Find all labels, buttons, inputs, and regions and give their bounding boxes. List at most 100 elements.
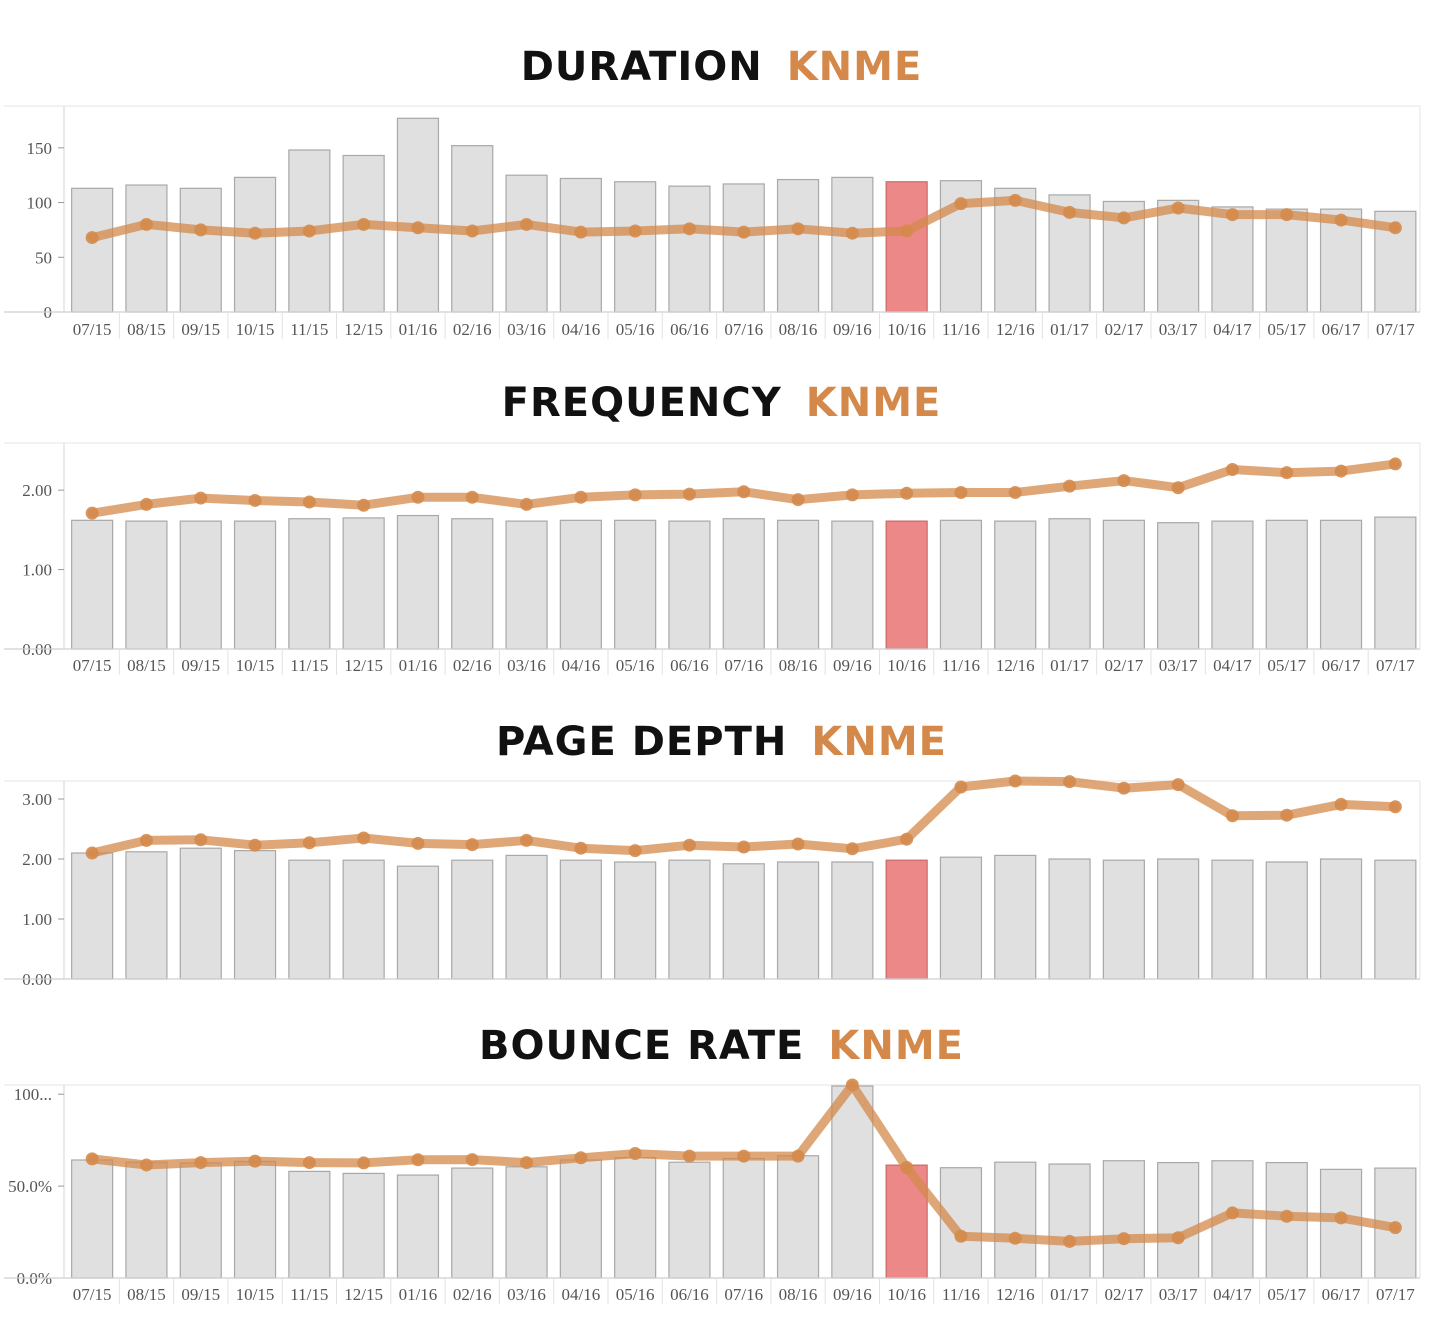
bar[interactable] xyxy=(722,863,765,980)
trend-point[interactable] xyxy=(194,223,208,237)
trend-point[interactable] xyxy=(1388,1221,1402,1235)
trend-point[interactable] xyxy=(248,226,262,240)
trend-point[interactable] xyxy=(954,1229,968,1243)
bar[interactable] xyxy=(71,187,114,313)
bar[interactable] xyxy=(722,1157,765,1279)
trend-point[interactable] xyxy=(791,1149,805,1163)
trend-point[interactable] xyxy=(574,490,588,504)
trend-point[interactable] xyxy=(1225,208,1239,222)
bar[interactable] xyxy=(614,519,657,650)
bar[interactable] xyxy=(125,184,168,313)
bar[interactable] xyxy=(939,856,983,980)
bar[interactable] xyxy=(342,1172,385,1279)
trend-point[interactable] xyxy=(574,841,588,855)
bar[interactable] xyxy=(179,847,222,980)
bar[interactable] xyxy=(342,154,385,313)
trend-point[interactable] xyxy=(737,485,751,499)
trend-point[interactable] xyxy=(465,224,479,238)
bar[interactable] xyxy=(505,854,548,980)
bar[interactable] xyxy=(776,1155,820,1279)
trend-point[interactable] xyxy=(1171,201,1185,215)
trend-point[interactable] xyxy=(465,490,479,504)
bar[interactable] xyxy=(831,176,874,313)
trend-point[interactable] xyxy=(900,1161,914,1175)
bar[interactable] xyxy=(342,859,385,980)
trend-point[interactable] xyxy=(139,833,153,847)
bar[interactable] xyxy=(776,861,820,980)
bar[interactable] xyxy=(125,520,168,650)
trend-point[interactable] xyxy=(1117,474,1131,488)
bar[interactable] xyxy=(831,520,874,650)
trend-point[interactable] xyxy=(85,506,99,520)
trend-point[interactable] xyxy=(1117,781,1131,795)
trend-point[interactable] xyxy=(682,1149,696,1163)
trend-point[interactable] xyxy=(1388,457,1402,471)
bar[interactable] xyxy=(1211,206,1254,313)
trend-point[interactable] xyxy=(520,217,534,231)
trend-point[interactable] xyxy=(900,224,914,238)
trend-point[interactable] xyxy=(900,832,914,846)
bar[interactable] xyxy=(71,519,114,650)
bar[interactable] xyxy=(1319,519,1363,650)
trend-point[interactable] xyxy=(954,486,968,500)
bar[interactable] xyxy=(342,517,385,650)
bar[interactable] xyxy=(179,187,222,313)
trend-point[interactable] xyxy=(465,1153,479,1167)
trend-point[interactable] xyxy=(682,222,696,236)
trend-point[interactable] xyxy=(737,1149,751,1163)
trend-point[interactable] xyxy=(1225,462,1239,476)
trend-point[interactable] xyxy=(411,221,425,235)
bar[interactable] xyxy=(831,861,874,980)
bar[interactable] xyxy=(288,518,331,650)
trend-point[interactable] xyxy=(139,497,153,511)
bar[interactable] xyxy=(396,514,440,650)
trend-point[interactable] xyxy=(1171,1231,1185,1245)
trend-point[interactable] xyxy=(465,838,479,852)
bar[interactable] xyxy=(125,1161,168,1279)
trend-point[interactable] xyxy=(248,1154,262,1168)
bar[interactable] xyxy=(1102,519,1145,650)
trend-point[interactable] xyxy=(1388,221,1402,235)
bar[interactable] xyxy=(179,520,222,650)
trend-point[interactable] xyxy=(737,840,751,854)
trend-point[interactable] xyxy=(411,836,425,850)
bar[interactable] xyxy=(668,1161,711,1279)
bar[interactable] xyxy=(1157,522,1200,650)
trend-point[interactable] xyxy=(1171,481,1185,495)
bar[interactable] xyxy=(1102,1160,1145,1279)
bar[interactable] xyxy=(1157,199,1200,313)
trend-point[interactable] xyxy=(139,217,153,231)
trend-point[interactable] xyxy=(1063,1234,1077,1248)
bar[interactable] xyxy=(233,1160,277,1279)
trend-point[interactable] xyxy=(248,493,262,507)
trend-point[interactable] xyxy=(1225,1206,1239,1220)
trend-point[interactable] xyxy=(302,1156,316,1170)
bar[interactable] xyxy=(396,1174,440,1279)
trend-point[interactable] xyxy=(194,833,208,847)
bar[interactable] xyxy=(1319,858,1363,980)
trend-point[interactable] xyxy=(520,497,534,511)
highlight-bar[interactable] xyxy=(885,859,928,980)
trend-point[interactable] xyxy=(357,217,371,231)
bar[interactable] xyxy=(559,177,602,313)
bar[interactable] xyxy=(505,1166,548,1279)
trend-point[interactable] xyxy=(411,1153,425,1167)
bar[interactable] xyxy=(994,1161,1037,1279)
trend-point[interactable] xyxy=(85,846,99,860)
bar[interactable] xyxy=(559,1159,602,1279)
bar[interactable] xyxy=(1211,520,1254,650)
bar[interactable] xyxy=(71,1159,114,1279)
trend-point[interactable] xyxy=(574,225,588,239)
bar[interactable] xyxy=(396,865,440,980)
bar[interactable] xyxy=(559,859,602,980)
trend-point[interactable] xyxy=(194,1156,208,1170)
bar[interactable] xyxy=(994,187,1037,313)
trend-point[interactable] xyxy=(1008,486,1022,500)
trend-point[interactable] xyxy=(357,831,371,845)
trend-point[interactable] xyxy=(628,488,642,502)
trend-point[interactable] xyxy=(900,486,914,500)
bar[interactable] xyxy=(614,1157,657,1279)
bar[interactable] xyxy=(233,520,277,650)
bar[interactable] xyxy=(1211,859,1254,980)
trend-point[interactable] xyxy=(1008,193,1022,207)
